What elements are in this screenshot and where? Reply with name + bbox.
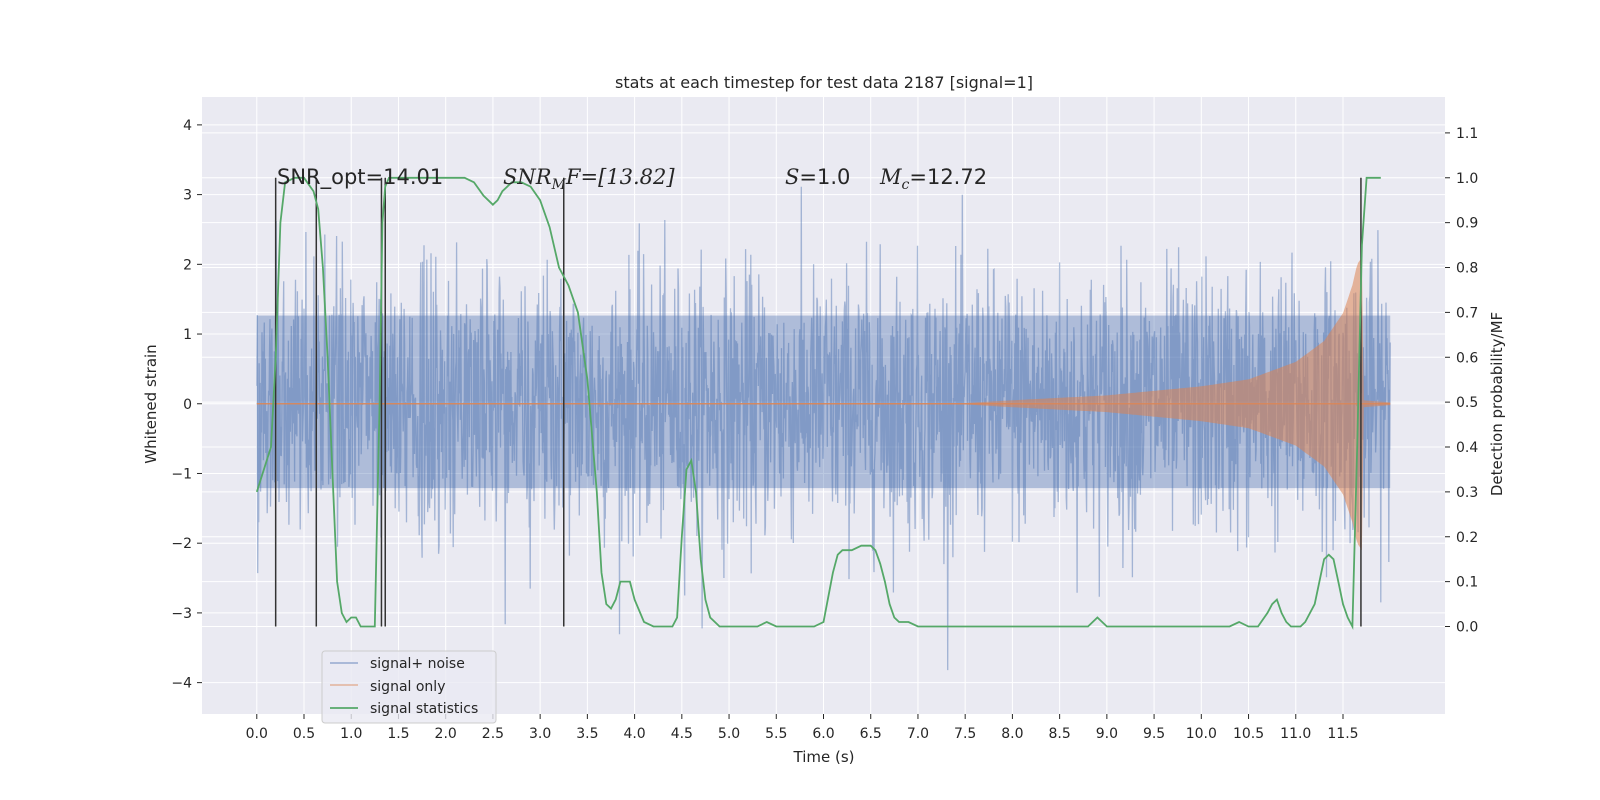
y-right-tick-label: 0.3 [1456, 485, 1478, 501]
y-left-tick-label: 1 [183, 327, 192, 343]
y-axis-right-label: Detection probability/MF [1488, 312, 1506, 496]
y-left-tick-label: 0 [183, 397, 192, 413]
x-tick-label: 4.0 [623, 726, 645, 742]
annotation-s-var: S [785, 165, 799, 189]
x-axis-label: Time (s) [793, 748, 855, 766]
annotation-mc: Mc=12.72 [879, 165, 987, 193]
grid [202, 97, 1445, 714]
annotation-s-rest: =1.0 [799, 165, 850, 189]
chart-title: stats at each timestep for test data 218… [615, 73, 1033, 92]
y-right-tick-label: 0.5 [1456, 395, 1478, 411]
x-tick-label: 9.5 [1143, 726, 1165, 742]
y-left-tick-label: 3 [183, 188, 192, 204]
x-tick-label: 9.0 [1096, 726, 1118, 742]
y-right-tick-label: 0.8 [1456, 261, 1478, 277]
annotation-snr-mf-sub: M [551, 177, 567, 193]
x-tick-label: 5.5 [765, 726, 787, 742]
x-tick-label: 11.0 [1280, 726, 1311, 742]
y-right-tick-label: 0.7 [1456, 305, 1478, 321]
y-axis-right-ticks: 0.0 0.1 0.2 0.3 0.4 0.5 0.6 0.7 0.8 0.9 1.0 1.1 [1445, 126, 1478, 635]
x-tick-label: 4.5 [671, 726, 693, 742]
annotation-mc-var: M [879, 165, 902, 189]
legend-label-signal-only: signal only [370, 679, 445, 695]
y-left-tick-label: −4 [171, 676, 192, 692]
annotation-mc-sub: c [902, 177, 910, 193]
x-tick-label: 1.5 [387, 726, 409, 742]
y-right-tick-label: 0.9 [1456, 216, 1478, 232]
y-right-tick-label: 0.1 [1456, 575, 1478, 591]
y-axis-left-ticks: −4 −3 −2 −1 0 1 2 3 4 [171, 118, 202, 692]
signal-noise-line [256, 186, 1391, 671]
y-right-tick-label: 0.4 [1456, 440, 1478, 456]
x-tick-label: 7.5 [954, 726, 976, 742]
y-right-tick-label: 1.1 [1456, 126, 1478, 142]
x-tick-label: 3.0 [529, 726, 551, 742]
y-axis-left-label: Whitened strain [142, 344, 160, 463]
x-tick-label: 3.5 [576, 726, 598, 742]
legend-box [321, 650, 497, 724]
y-right-tick-label: 0.0 [1456, 619, 1478, 635]
x-tick-label: 8.0 [1001, 726, 1023, 742]
x-axis-ticks: 0.0 0.5 1.0 1.5 2.0 2.5 3.0 3.5 4.0 4.5 5.0 5.5 6.0 6… [246, 714, 1359, 742]
x-tick-label: 6.5 [860, 726, 882, 742]
x-tick-label: 2.5 [482, 726, 504, 742]
y-left-tick-label: −1 [171, 466, 192, 482]
annotation-snr-mf: SNRMF=[13.82] [503, 165, 675, 193]
y-left-tick-label: −3 [171, 606, 192, 622]
annotation-snr-mf-rest: F=[13.82] [565, 165, 675, 189]
y-left-tick-label: −2 [171, 536, 192, 552]
legend-label-signal-statistics: signal statistics [370, 701, 478, 717]
legend: signal+ noise signal only signal statist… [321, 650, 497, 724]
x-tick-label: 2.0 [435, 726, 457, 742]
y-left-tick-label: 4 [183, 118, 192, 134]
x-tick-label: 6.0 [812, 726, 834, 742]
annotation-snr-opt: SNR_opt=14.01 [277, 165, 443, 190]
annotation-mc-rest: =12.72 [909, 165, 987, 189]
x-tick-label: 11.5 [1327, 726, 1358, 742]
legend-label-signal-noise: signal+ noise [370, 656, 465, 672]
annotation-s: S=1.0 [785, 165, 850, 189]
annotations: SNR_opt=14.01 SNRMF=[13.82] S=1.0 Mc=12.… [277, 165, 987, 193]
series-signal-statistics [255, 176, 1381, 630]
x-tick-label: 10.0 [1186, 726, 1217, 742]
x-tick-label: 0.0 [246, 726, 268, 742]
y-right-tick-label: 0.2 [1456, 530, 1478, 546]
x-tick-label: 7.0 [907, 726, 929, 742]
y-right-tick-label: 0.6 [1456, 350, 1478, 366]
x-tick-label: 8.5 [1048, 726, 1070, 742]
series-signal-only [256, 257, 1391, 551]
signal-statistics-line [255, 176, 1381, 630]
x-tick-label: 0.5 [293, 726, 315, 742]
y-left-tick-label: 2 [183, 257, 192, 273]
x-tick-label: 1.0 [340, 726, 362, 742]
y-right-tick-label: 1.0 [1456, 171, 1478, 187]
annotation-snr-mf-var: SNR [503, 165, 552, 189]
x-tick-label: 5.0 [718, 726, 740, 742]
x-tick-label: 10.5 [1233, 726, 1264, 742]
